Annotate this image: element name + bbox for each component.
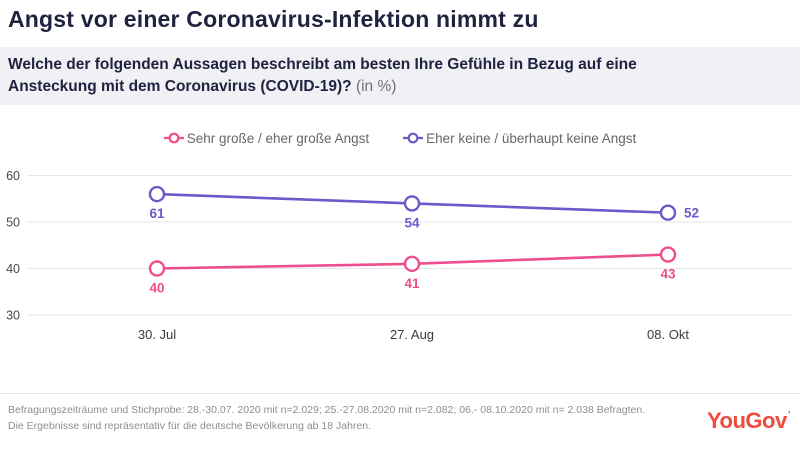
unit-suffix: (in %) xyxy=(355,78,397,95)
x-tick-label: 27. Aug xyxy=(390,327,434,342)
data-label: 54 xyxy=(404,215,420,230)
footer-note-line: Die Ergebnisse sind repräsentativ für di… xyxy=(8,420,372,432)
legend-marker-icon xyxy=(163,132,184,144)
data-label: 43 xyxy=(660,267,676,282)
data-point xyxy=(403,195,421,212)
footer: Befragungszeiträume und Stichprobe: 28.-… xyxy=(0,393,800,450)
data-point xyxy=(148,260,166,277)
x-tick-label: 30. Jul xyxy=(138,327,176,342)
logo-mark-icon: ’ xyxy=(787,410,791,421)
question-banner: Welche der folgenden Aussagen beschreibt… xyxy=(0,47,800,105)
question-text-line2: Ansteckung mit dem Coronavirus (COVID-19… xyxy=(8,76,790,98)
question-text-line1: Welche der folgenden Aussagen beschreibt… xyxy=(8,56,637,73)
data-label: 52 xyxy=(684,206,699,221)
data-label: 40 xyxy=(149,281,164,296)
y-tick-label: 60 xyxy=(6,169,20,183)
data-point xyxy=(403,255,421,273)
footer-source-line: Befragungszeiträume und Stichprobe: 28.-… xyxy=(8,404,646,416)
chart-legend: Sehr große / eher große Angst Eher keine … xyxy=(0,127,800,149)
legend-label: Eher keine / überhaupt keine Angst xyxy=(426,130,637,146)
y-tick-label: 40 xyxy=(6,262,20,276)
legend-item: Sehr große / eher große Angst xyxy=(163,130,370,146)
chart-area: 60 50 40 30 30. Jul 27. Aug 08. Okt 40 41 43 61 54 5… xyxy=(0,160,800,350)
legend-item: Eher keine / überhaupt keine Angst xyxy=(403,131,636,146)
data-point xyxy=(148,185,166,203)
legend-marker-icon xyxy=(403,132,424,144)
data-point xyxy=(659,204,677,221)
page-title: Angst vor einer Coronavirus-Infektion ni… xyxy=(8,6,539,32)
question-text: Ansteckung mit dem Coronavirus (COVID-19… xyxy=(8,78,352,95)
line-chart: 60 50 40 30 30. Jul 27. Aug 08. Okt 40 41 43 61 54 5… xyxy=(6,169,792,342)
legend-label: Sehr große / eher große Angst xyxy=(186,130,370,146)
x-tick-label: 08. Okt xyxy=(647,327,689,342)
data-label: 41 xyxy=(404,276,420,291)
y-tick-label: 50 xyxy=(6,216,20,230)
data-point xyxy=(659,246,677,263)
yougov-logo: YouGov’ xyxy=(707,408,791,433)
data-label: 61 xyxy=(149,206,165,221)
y-tick-label: 30 xyxy=(6,309,20,323)
